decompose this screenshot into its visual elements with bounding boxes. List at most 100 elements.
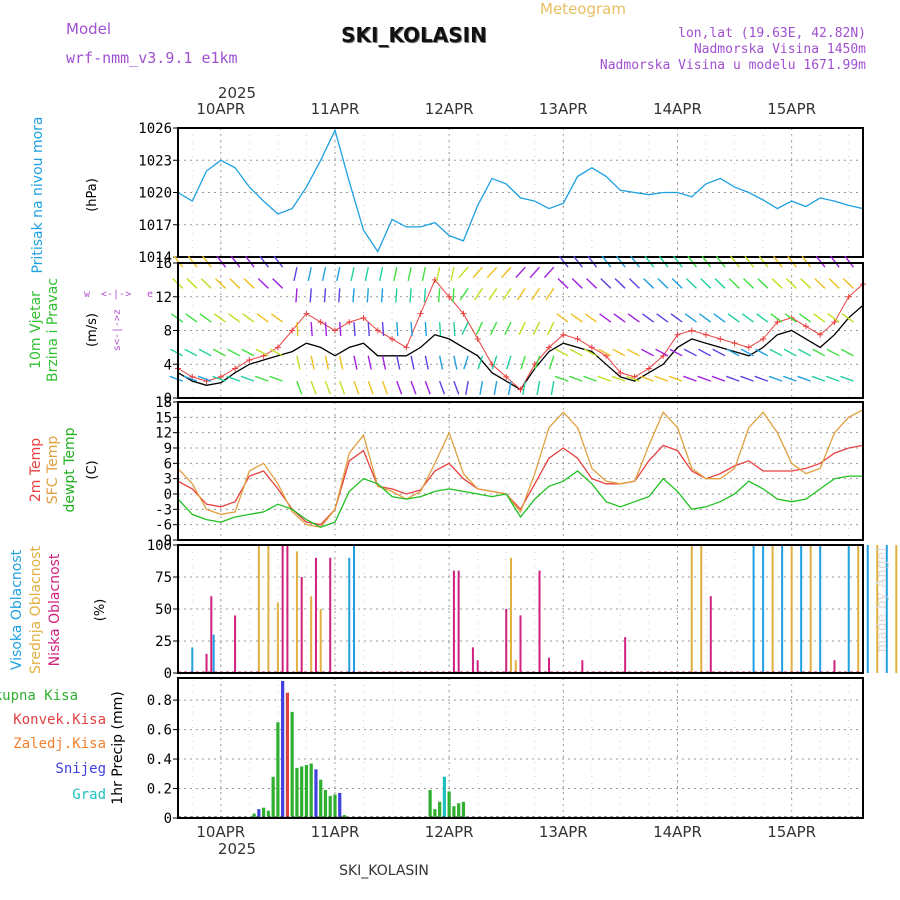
wind-arrow: [324, 380, 331, 395]
wind-arrow: [601, 255, 612, 268]
wind-arrow: [685, 278, 697, 289]
wind-arrow: [656, 313, 669, 323]
wind-arrow: [571, 278, 583, 289]
low-bar: [300, 577, 303, 673]
wind-arrow: [310, 380, 317, 395]
wind-arrow: [409, 288, 412, 303]
panel-frame: [177, 262, 864, 399]
wind-arrow: [683, 348, 697, 357]
wind-arrow: [216, 255, 227, 268]
wind-arrow: [436, 267, 441, 282]
y-tick-label: 25: [155, 634, 172, 650]
gust-marker: [717, 335, 724, 342]
wind-arrow: [424, 355, 429, 370]
wind-arrow: [798, 313, 812, 323]
wind-arrow: [474, 287, 484, 301]
wind-arrow: [491, 355, 498, 370]
total-bar: [290, 711, 294, 818]
total-bar: [262, 807, 266, 818]
wind-arrow: [783, 375, 797, 382]
wind-arrow: [800, 278, 812, 289]
y-tick-label: 0: [164, 811, 172, 827]
wind-arrow: [669, 348, 683, 357]
wind-arrow: [381, 380, 388, 395]
low-bar: [476, 660, 479, 673]
mid-bar: [690, 545, 693, 673]
wind-arrow: [504, 321, 512, 335]
gust-marker: [460, 310, 467, 317]
wind-arrow: [769, 348, 783, 357]
gust-marker: [503, 373, 510, 380]
pressure-panel: Pritisak na nivou mora (hPa) 1014 1017 102…: [30, 116, 864, 274]
temp-ylabel-sfc: SFC Temp: [45, 436, 61, 505]
wind-arrow: [488, 287, 498, 301]
wind-arrow: [424, 322, 428, 337]
wind-arrow: [502, 287, 512, 301]
high-bar: [348, 557, 351, 673]
high-bar: [212, 634, 215, 673]
wind-arrow: [801, 255, 812, 268]
top-day-label: 14APR: [653, 100, 702, 118]
wind-arrow: [353, 355, 358, 370]
wind-arrow: [813, 313, 826, 323]
wind-arrow: [671, 278, 683, 289]
wind-arrow: [568, 375, 583, 382]
y-tick-label: 50: [155, 602, 172, 618]
wind-arrow: [396, 355, 401, 370]
wind-arrow: [640, 375, 654, 382]
gust-marker: [331, 327, 338, 334]
y-tick-label: 0.4: [147, 752, 172, 768]
cloud-unit: (%): [93, 599, 108, 622]
top-day-label: 13APR: [539, 100, 588, 118]
wind-arrow: [310, 322, 313, 337]
pressure-ylabel: Pritisak na nivou mora: [30, 116, 46, 273]
y-tick-label: 0: [164, 487, 172, 503]
wind-arrow: [486, 266, 498, 279]
wind-arrow: [227, 348, 241, 357]
y-tick-label: 0.8: [147, 693, 172, 709]
wind-arrow: [520, 355, 526, 370]
wind-arrow: [450, 267, 455, 282]
wind-arrow: [339, 322, 342, 337]
low-bar: [548, 657, 551, 673]
low-bar: [624, 637, 627, 673]
snow-bar: [281, 680, 285, 818]
low-bar: [452, 570, 455, 673]
chart-title-shadow: SKI_KOLASIN: [341, 23, 487, 47]
mid-bar: [771, 545, 774, 673]
y-tick-label: 0.6: [147, 723, 172, 739]
wind-arrow: [700, 278, 712, 289]
bottom-day-labels: 10APR 11APR 12APR 13APR 14APR 15APR: [196, 823, 816, 841]
wind-arrow: [501, 266, 512, 279]
wind-arrow: [459, 287, 469, 301]
wind-arrow: [465, 381, 469, 396]
total-bar: [428, 790, 432, 818]
gust-marker: [360, 314, 367, 321]
wind-arrow: [353, 322, 356, 337]
temperature-panel: 2m Temp SFC Temp dewpt Temp (C) -9-6-303…: [28, 395, 864, 549]
wind-arrow: [587, 255, 598, 268]
total-bar: [438, 801, 442, 818]
total-bar: [319, 779, 323, 818]
y-tick-label: 1026: [138, 121, 172, 137]
gust-marker: [389, 335, 396, 342]
y-tick-label: 16: [155, 256, 172, 272]
wind-arrow: [584, 313, 598, 323]
low-bar: [709, 596, 712, 673]
wind-arrow: [543, 266, 555, 279]
wind-arrow: [814, 278, 826, 289]
low-bar: [234, 615, 237, 673]
wind-arrow: [273, 255, 284, 268]
pressure-series: [177, 128, 864, 253]
wind-arrow: [730, 255, 740, 268]
mid-bar: [857, 545, 860, 673]
wind-arrow: [655, 348, 669, 357]
wind-arrow: [658, 255, 669, 268]
wind-arrow: [309, 288, 312, 303]
precip-legend-frz: Zaledj.Kisa: [13, 736, 106, 752]
gust-marker: [617, 369, 624, 376]
wind-arrow: [366, 288, 369, 303]
y-tick-label: -3: [155, 502, 172, 518]
wind-arrow: [772, 255, 783, 268]
